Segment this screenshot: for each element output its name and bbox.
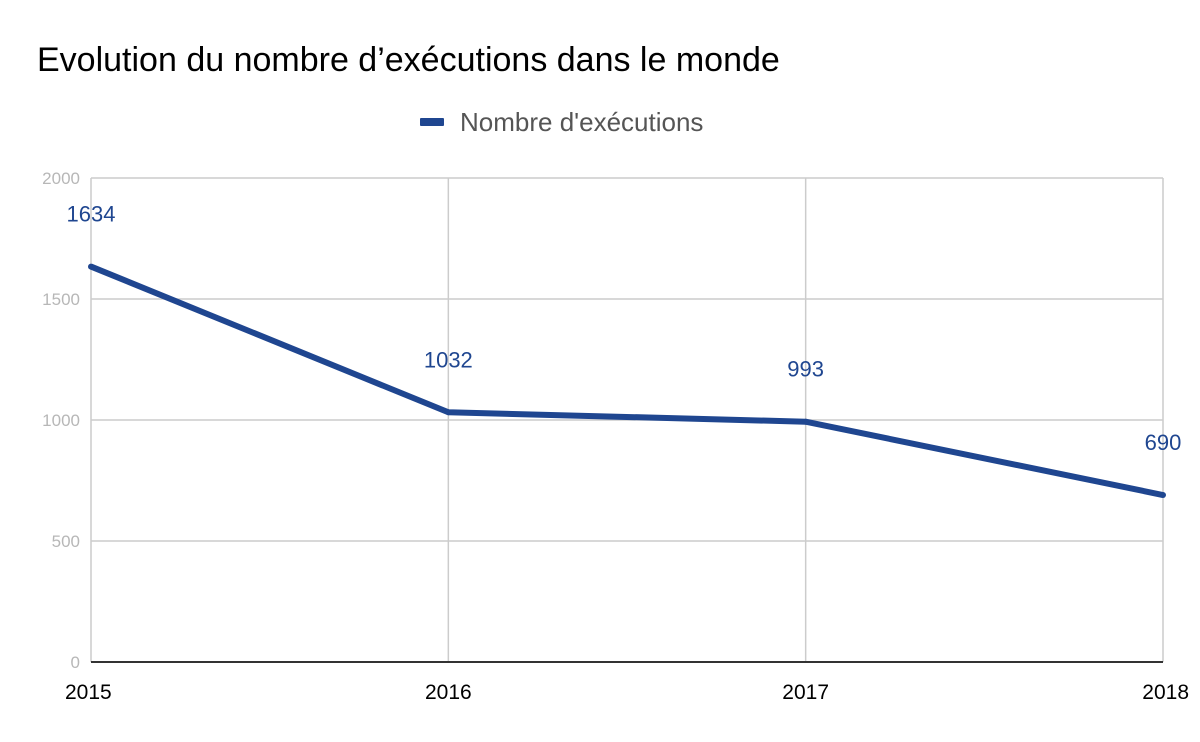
chart-title: Evolution du nombre d’exécutions dans le… bbox=[37, 41, 780, 79]
x-tick-label: 2017 bbox=[782, 681, 829, 704]
legend: Nombre d'exécutions bbox=[420, 107, 703, 137]
data-labels: 1634 1032 993 690 bbox=[67, 202, 1182, 455]
y-tick-label: 1000 bbox=[42, 411, 80, 430]
y-tick-label: 500 bbox=[52, 532, 80, 551]
data-point bbox=[802, 418, 809, 425]
data-label: 993 bbox=[787, 357, 824, 382]
legend-swatch bbox=[420, 118, 444, 126]
data-point bbox=[88, 263, 94, 270]
series-group bbox=[88, 263, 1166, 499]
x-tick-label: 2018 bbox=[1142, 681, 1189, 704]
x-axis-tick-labels: 2015 2016 2017 2018 bbox=[65, 681, 1189, 704]
y-tick-label: 1500 bbox=[42, 290, 80, 309]
legend-label: Nombre d'exécutions bbox=[460, 107, 703, 137]
x-tick-label: 2016 bbox=[425, 681, 472, 704]
y-tick-label: 0 bbox=[71, 653, 80, 672]
data-label: 690 bbox=[1145, 430, 1182, 455]
data-point bbox=[1160, 492, 1166, 499]
y-gridlines bbox=[91, 177, 1163, 542]
y-tick-label: 2000 bbox=[42, 169, 80, 188]
series-line bbox=[89, 263, 1164, 498]
y-axis-tick-labels: 0 500 1000 1500 2000 bbox=[42, 169, 80, 672]
data-point bbox=[445, 409, 452, 416]
data-label: 1634 bbox=[67, 202, 116, 227]
x-tick-label: 2015 bbox=[65, 681, 112, 704]
data-label: 1032 bbox=[424, 347, 473, 372]
